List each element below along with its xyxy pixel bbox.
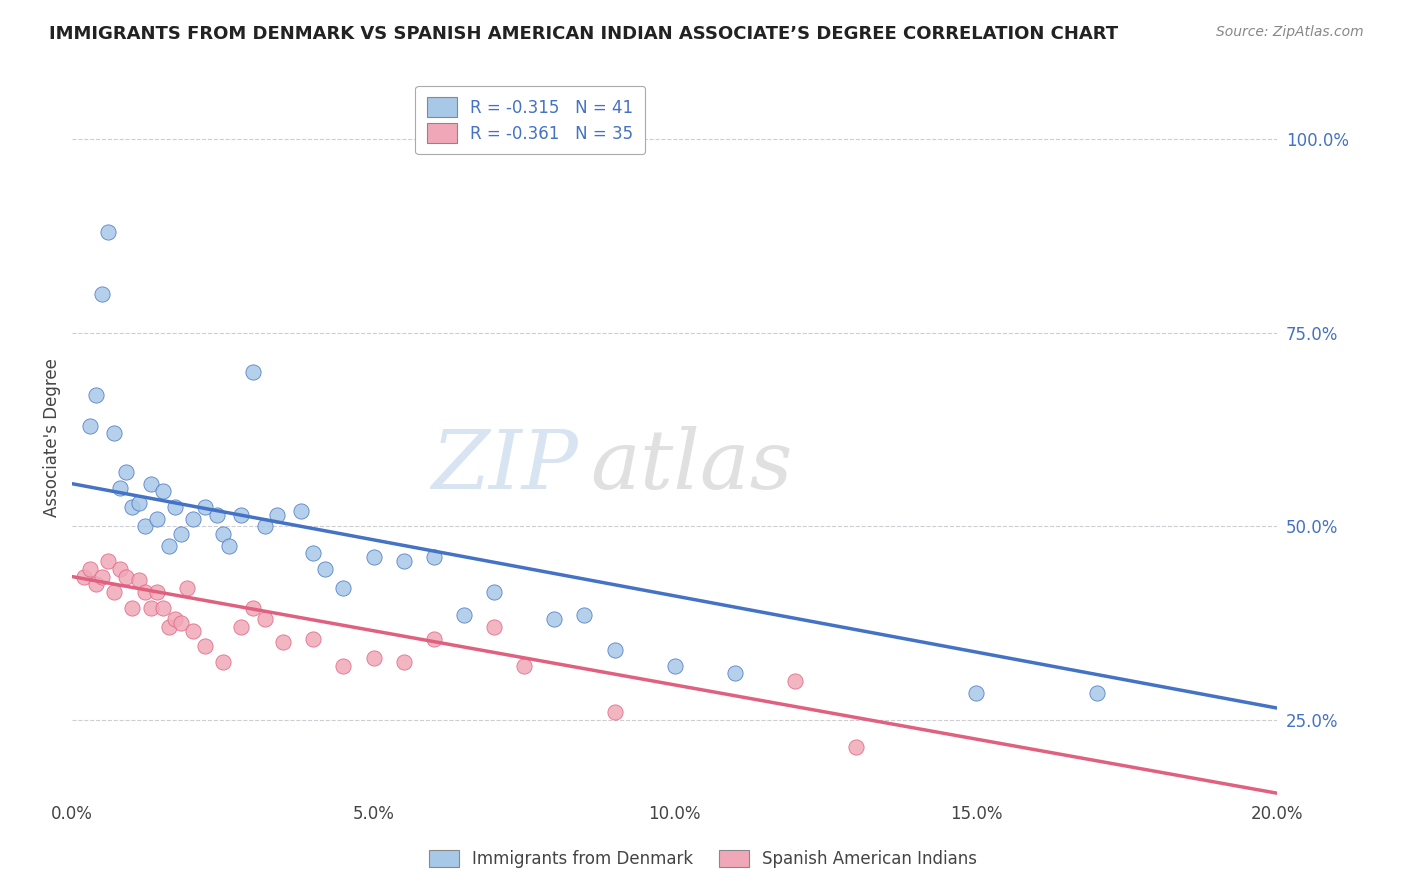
Text: atlas: atlas	[591, 426, 793, 506]
Point	[205, 508, 228, 522]
Point	[332, 581, 354, 595]
Point	[79, 562, 101, 576]
Point	[97, 225, 120, 239]
Point	[724, 666, 747, 681]
Text: IMMIGRANTS FROM DENMARK VS SPANISH AMERICAN INDIAN ASSOCIATE’S DEGREE CORRELATIO: IMMIGRANTS FROM DENMARK VS SPANISH AMERI…	[49, 25, 1118, 43]
Point	[176, 581, 198, 595]
Point	[242, 600, 264, 615]
Point	[181, 624, 204, 638]
Point	[128, 496, 150, 510]
Point	[363, 650, 385, 665]
Point	[157, 620, 180, 634]
Point	[163, 500, 186, 514]
Point	[121, 600, 143, 615]
Point	[314, 562, 336, 576]
Legend: R = -0.315   N = 41, R = -0.361   N = 35: R = -0.315 N = 41, R = -0.361 N = 35	[415, 86, 645, 154]
Point	[965, 686, 987, 700]
Point	[482, 585, 505, 599]
Point	[110, 562, 132, 576]
Point	[145, 511, 167, 525]
Point	[482, 620, 505, 634]
Point	[103, 585, 125, 599]
Point	[134, 585, 156, 599]
Point	[543, 612, 565, 626]
Point	[86, 388, 108, 402]
Point	[103, 426, 125, 441]
Point	[194, 639, 217, 653]
Point	[91, 287, 114, 301]
Point	[242, 364, 264, 378]
Point	[332, 658, 354, 673]
Point	[363, 550, 385, 565]
Point	[134, 519, 156, 533]
Point	[574, 608, 596, 623]
Point	[453, 608, 475, 623]
Point	[115, 569, 138, 583]
Point	[603, 643, 626, 657]
Point	[302, 632, 325, 646]
Point	[254, 519, 277, 533]
Point	[86, 577, 108, 591]
Point	[91, 569, 114, 583]
Point	[229, 620, 252, 634]
Point	[603, 705, 626, 719]
Point	[212, 655, 235, 669]
Point	[845, 739, 868, 754]
Point	[423, 550, 446, 565]
Point	[229, 508, 252, 522]
Point	[97, 554, 120, 568]
Point	[115, 465, 138, 479]
Point	[79, 418, 101, 433]
Point	[181, 511, 204, 525]
Point	[145, 585, 167, 599]
Point	[254, 612, 277, 626]
Point	[152, 484, 174, 499]
Point	[212, 527, 235, 541]
Point	[392, 655, 415, 669]
Point	[121, 500, 143, 514]
Point	[785, 674, 807, 689]
Point	[392, 554, 415, 568]
Point	[110, 481, 132, 495]
Text: ZIP: ZIP	[432, 426, 578, 506]
Point	[513, 658, 536, 673]
Point	[170, 527, 193, 541]
Point	[423, 632, 446, 646]
Legend: Immigrants from Denmark, Spanish American Indians: Immigrants from Denmark, Spanish America…	[422, 843, 984, 875]
Point	[157, 539, 180, 553]
Y-axis label: Associate's Degree: Associate's Degree	[44, 358, 60, 516]
Point	[152, 600, 174, 615]
Point	[139, 476, 162, 491]
Point	[664, 658, 686, 673]
Point	[302, 546, 325, 560]
Point	[194, 500, 217, 514]
Text: Source: ZipAtlas.com: Source: ZipAtlas.com	[1216, 25, 1364, 39]
Point	[271, 635, 294, 649]
Point	[128, 574, 150, 588]
Point	[218, 539, 240, 553]
Point	[290, 504, 312, 518]
Point	[163, 612, 186, 626]
Point	[73, 569, 96, 583]
Point	[266, 508, 288, 522]
Point	[139, 600, 162, 615]
Point	[170, 615, 193, 630]
Point	[1085, 686, 1108, 700]
